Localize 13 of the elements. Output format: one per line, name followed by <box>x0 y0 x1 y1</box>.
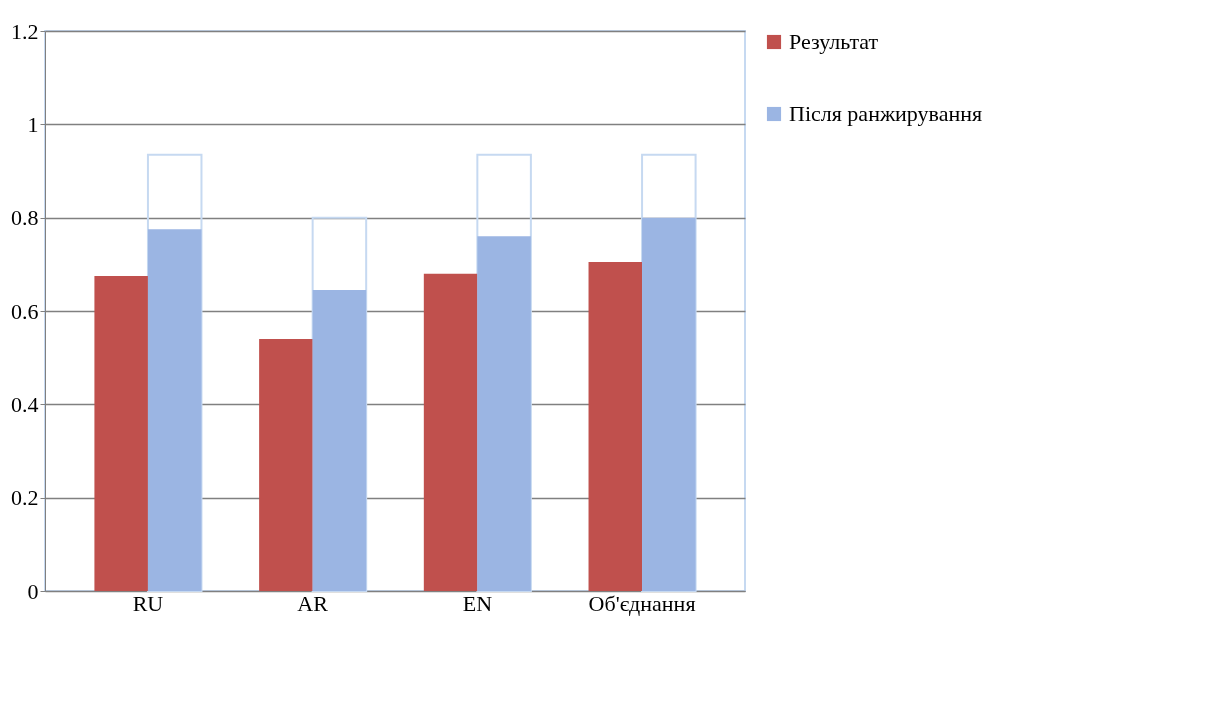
x-tick-label: AR <box>297 590 329 616</box>
y-tick-label: 0.4 <box>11 391 39 417</box>
y-tick-label: 0 <box>27 578 39 604</box>
x-tick-label: EN <box>462 590 493 616</box>
y-tick-label: 1.2 <box>11 18 39 44</box>
y-tick-label: 0.8 <box>11 205 39 231</box>
x-tick-label: Об'єднання <box>588 590 696 616</box>
legend-label: Після ранжирування <box>789 101 983 126</box>
y-tick-label: 1 <box>27 111 39 137</box>
y-tick-label: 0.2 <box>11 485 39 511</box>
x-tick-label: RU <box>132 590 164 616</box>
legend-label: Результат <box>789 29 879 54</box>
y-tick-label: 0.6 <box>11 298 39 324</box>
